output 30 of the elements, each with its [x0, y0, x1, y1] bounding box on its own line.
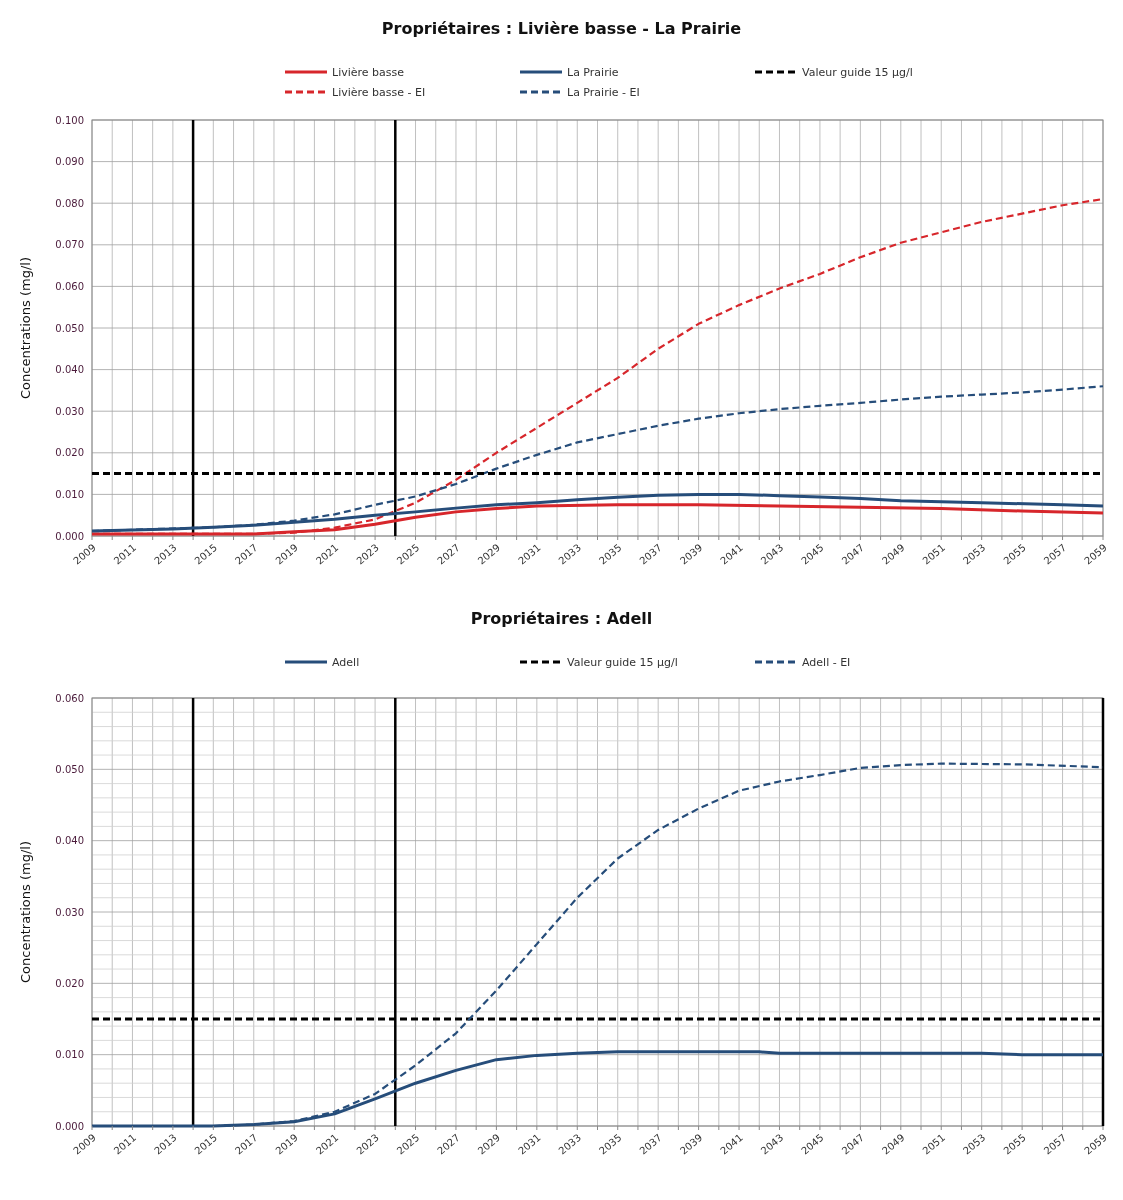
y-tick-label: 0.010	[55, 1049, 84, 1061]
legend-label: Livière basse - EI	[332, 86, 426, 99]
y-tick-label: 0.060	[55, 692, 84, 704]
y-tick-label: 0.040	[55, 364, 84, 376]
y-tick-label: 0.020	[55, 447, 84, 459]
y-tick-label: 0.030	[55, 405, 84, 417]
legend-label: La Prairie	[567, 66, 619, 79]
chart-title: Propriétaires : Adell	[470, 609, 653, 628]
legend-label: Valeur guide 15 µg/l	[567, 656, 678, 669]
legend-label: La Prairie - EI	[567, 86, 640, 99]
y-tick-label: 0.000	[55, 530, 84, 542]
y-tick-label: 0.020	[55, 977, 84, 989]
legend-label: Valeur guide 15 µg/l	[802, 66, 913, 79]
y-tick-label: 0.050	[55, 763, 84, 775]
legend-label: Adell - EI	[802, 656, 851, 669]
y-tick-label: 0.000	[55, 1120, 84, 1132]
legend-label: Adell	[332, 656, 360, 669]
y-tick-label: 0.060	[55, 280, 84, 292]
y-axis-title: Concentrations (mg/l)	[18, 257, 33, 399]
y-tick-label: 0.010	[55, 488, 84, 500]
legend-label: Livière basse	[332, 66, 405, 79]
y-axis-title: Concentrations (mg/l)	[18, 841, 33, 983]
y-tick-label: 0.070	[55, 239, 84, 251]
y-tick-label: 0.040	[55, 835, 84, 847]
y-tick-label: 0.030	[55, 906, 84, 918]
y-tick-label: 0.090	[55, 156, 84, 168]
y-tick-label: 0.100	[55, 114, 84, 126]
y-tick-label: 0.080	[55, 197, 84, 209]
y-tick-label: 0.050	[55, 322, 84, 334]
chart-title: Propriétaires : Livière basse - La Prairie	[381, 19, 742, 38]
